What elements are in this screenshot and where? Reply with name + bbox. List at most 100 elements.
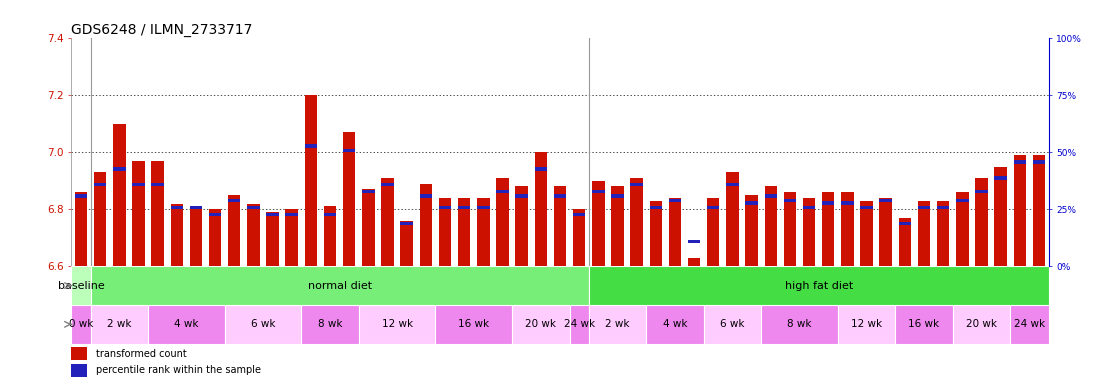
Bar — [937, 201, 950, 266]
Bar — [898, 222, 911, 225]
Bar — [669, 199, 681, 202]
Bar — [918, 206, 930, 209]
Text: 20 wk: 20 wk — [525, 319, 557, 329]
Bar — [247, 204, 259, 266]
Bar — [419, 194, 433, 198]
Bar — [937, 206, 950, 209]
Bar — [75, 194, 87, 198]
Bar — [879, 198, 892, 266]
Bar — [746, 195, 758, 266]
Bar — [879, 199, 892, 202]
Bar — [707, 206, 719, 209]
Bar — [190, 207, 202, 266]
Bar — [439, 198, 451, 266]
Text: 12 wk: 12 wk — [851, 319, 882, 329]
Text: GDS6248 / ILMN_2733717: GDS6248 / ILMN_2733717 — [71, 23, 253, 37]
Bar — [190, 206, 202, 209]
Bar — [381, 183, 394, 187]
Bar — [589, 305, 647, 344]
Bar — [704, 305, 761, 344]
Bar — [841, 201, 853, 205]
Bar — [592, 181, 605, 266]
Bar — [285, 209, 298, 266]
Bar — [301, 305, 359, 344]
Bar — [553, 187, 567, 266]
Bar — [113, 167, 125, 170]
Bar — [267, 213, 279, 216]
Bar — [381, 178, 394, 266]
Text: 2 wk: 2 wk — [605, 319, 630, 329]
Bar — [918, 201, 930, 266]
Bar — [247, 206, 259, 209]
Bar — [612, 187, 624, 266]
Bar — [225, 305, 301, 344]
Bar — [304, 144, 317, 148]
Bar — [362, 189, 374, 266]
Bar — [267, 212, 279, 266]
Text: 16 wk: 16 wk — [908, 319, 940, 329]
Bar — [898, 218, 911, 266]
Bar — [343, 149, 356, 152]
Bar — [512, 305, 570, 344]
Text: 24 wk: 24 wk — [1013, 319, 1045, 329]
Bar — [975, 190, 988, 193]
Bar — [573, 209, 585, 266]
Text: 4 wk: 4 wk — [175, 319, 199, 329]
Text: 8 wk: 8 wk — [317, 319, 343, 329]
Bar — [746, 201, 758, 205]
Bar — [803, 206, 816, 209]
Bar — [343, 132, 356, 266]
Bar — [535, 167, 547, 170]
Bar — [152, 161, 164, 266]
Bar — [71, 364, 87, 377]
Bar — [148, 305, 225, 344]
Bar — [553, 194, 567, 198]
Bar — [324, 207, 336, 266]
Bar — [535, 152, 547, 266]
Bar — [861, 201, 873, 266]
Bar — [94, 183, 107, 187]
Bar — [152, 183, 164, 187]
Bar — [822, 192, 834, 266]
Bar — [362, 190, 374, 193]
Bar — [707, 198, 719, 266]
Bar — [458, 206, 470, 209]
Text: 2 wk: 2 wk — [107, 319, 132, 329]
Bar — [90, 266, 589, 305]
Text: 16 wk: 16 wk — [458, 319, 490, 329]
Bar — [496, 178, 508, 266]
Bar — [478, 206, 490, 209]
Bar — [647, 305, 704, 344]
Text: transformed count: transformed count — [96, 349, 187, 359]
Bar — [401, 222, 413, 225]
Bar — [956, 199, 968, 202]
Text: 20 wk: 20 wk — [966, 319, 997, 329]
Bar — [228, 195, 240, 266]
Bar — [1033, 160, 1045, 164]
Bar — [75, 192, 87, 266]
Bar — [94, 172, 107, 266]
Bar — [170, 206, 183, 209]
Text: 24 wk: 24 wk — [563, 319, 595, 329]
Text: high fat diet: high fat diet — [785, 281, 853, 291]
Bar — [515, 194, 528, 198]
Text: 0 wk: 0 wk — [69, 319, 93, 329]
Bar — [1033, 155, 1045, 266]
Bar — [228, 199, 240, 202]
Bar — [1013, 155, 1026, 266]
Bar — [71, 266, 90, 305]
Bar — [687, 240, 701, 243]
Bar — [841, 192, 853, 266]
Bar — [436, 305, 512, 344]
Bar — [515, 187, 528, 266]
Bar — [995, 176, 1007, 180]
Bar — [956, 192, 968, 266]
Bar — [822, 201, 834, 205]
Bar — [612, 194, 624, 198]
Bar — [784, 199, 796, 202]
Bar — [726, 172, 739, 266]
Bar — [650, 201, 662, 266]
Text: 6 wk: 6 wk — [250, 319, 276, 329]
Bar — [630, 178, 642, 266]
Bar — [726, 183, 739, 187]
